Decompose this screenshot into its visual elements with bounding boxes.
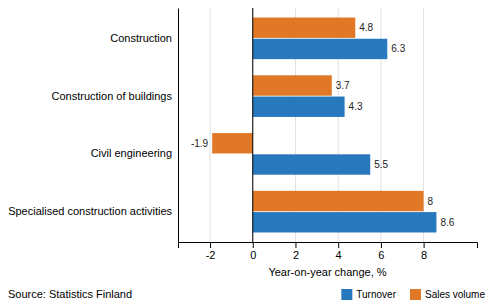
- x-tick: 0: [250, 242, 256, 261]
- grid-line: [252, 8, 253, 242]
- legend-label: Sales volume: [425, 289, 485, 300]
- bars: [212, 8, 436, 242]
- data-label: -1.9: [191, 138, 209, 149]
- legend: Turnover Sales volume: [341, 289, 485, 300]
- x-tick-mark: [210, 242, 211, 248]
- y-tick-label: Construction: [110, 32, 172, 44]
- legend-item: Turnover: [341, 289, 396, 300]
- data-label: 4.8: [359, 22, 373, 33]
- bar: [253, 212, 437, 232]
- data-label: 8: [428, 196, 434, 207]
- y-tick-label: Specialised construction activities: [8, 205, 172, 217]
- data-labels: 6.3 4.3 5.5 8.6 4.8 3.7 -1.9 8: [191, 22, 455, 228]
- y-tick: Construction of buildings: [52, 90, 178, 102]
- x-tick-label: 2: [293, 249, 299, 261]
- legend-item: Sales volume: [410, 289, 485, 300]
- bar: [212, 133, 253, 153]
- bar: [253, 97, 345, 117]
- bar: [253, 75, 332, 95]
- bar: [253, 191, 424, 211]
- data-label: 3.7: [336, 80, 350, 91]
- y-tick-label: Construction of buildings: [52, 90, 173, 102]
- x-axis-title: Year-on-year change, %: [268, 266, 386, 278]
- data-label: 6.3: [391, 43, 405, 54]
- y-axis-line: [178, 9, 179, 243]
- x-tick: -2: [206, 242, 216, 261]
- bar: [253, 39, 388, 59]
- y-tick: Civil engineering: [91, 147, 178, 159]
- x-axis: -2 0 2 4 6 8: [179, 242, 478, 261]
- data-label: 5.5: [374, 159, 388, 170]
- zero-line: [252, 8, 253, 242]
- x-tick-label: -2: [206, 249, 216, 261]
- legend-swatch: [410, 289, 421, 300]
- chart: -2 0 2 4 6 8 Construction Construction of build…: [0, 0, 493, 304]
- x-tick-mark: [381, 242, 382, 248]
- bar: [253, 154, 370, 174]
- y-tick-label: Civil engineering: [91, 147, 172, 159]
- x-tick-label: 0: [250, 249, 256, 261]
- x-tick-label: 8: [421, 249, 427, 261]
- x-tick: 6: [378, 242, 384, 261]
- x-tick-mark: [253, 242, 254, 248]
- x-axis-line: [179, 243, 478, 249]
- grid: [210, 8, 424, 242]
- x-tick-mark: [295, 242, 296, 248]
- y-tick: Specialised construction activities: [8, 205, 178, 217]
- x-tick-label: 6: [378, 249, 384, 261]
- x-tick-mark: [338, 242, 339, 248]
- y-axis: Construction Construction of buildings Civ…: [8, 9, 178, 243]
- bar: [253, 18, 356, 38]
- annotation: Source: Statistics Finland: [8, 288, 132, 300]
- x-tick: 2: [293, 242, 299, 261]
- x-tick-label: 4: [336, 249, 342, 261]
- grid-line: [210, 8, 211, 242]
- x-tick: 4: [336, 242, 342, 261]
- legend-label: Turnover: [356, 289, 396, 300]
- x-tick-mark: [424, 242, 425, 248]
- legend-swatch: [341, 289, 352, 300]
- x-tick: 8: [421, 242, 427, 261]
- y-tick: Construction: [110, 32, 178, 44]
- data-label: 4.3: [349, 101, 363, 112]
- data-label: 8.6: [440, 217, 454, 228]
